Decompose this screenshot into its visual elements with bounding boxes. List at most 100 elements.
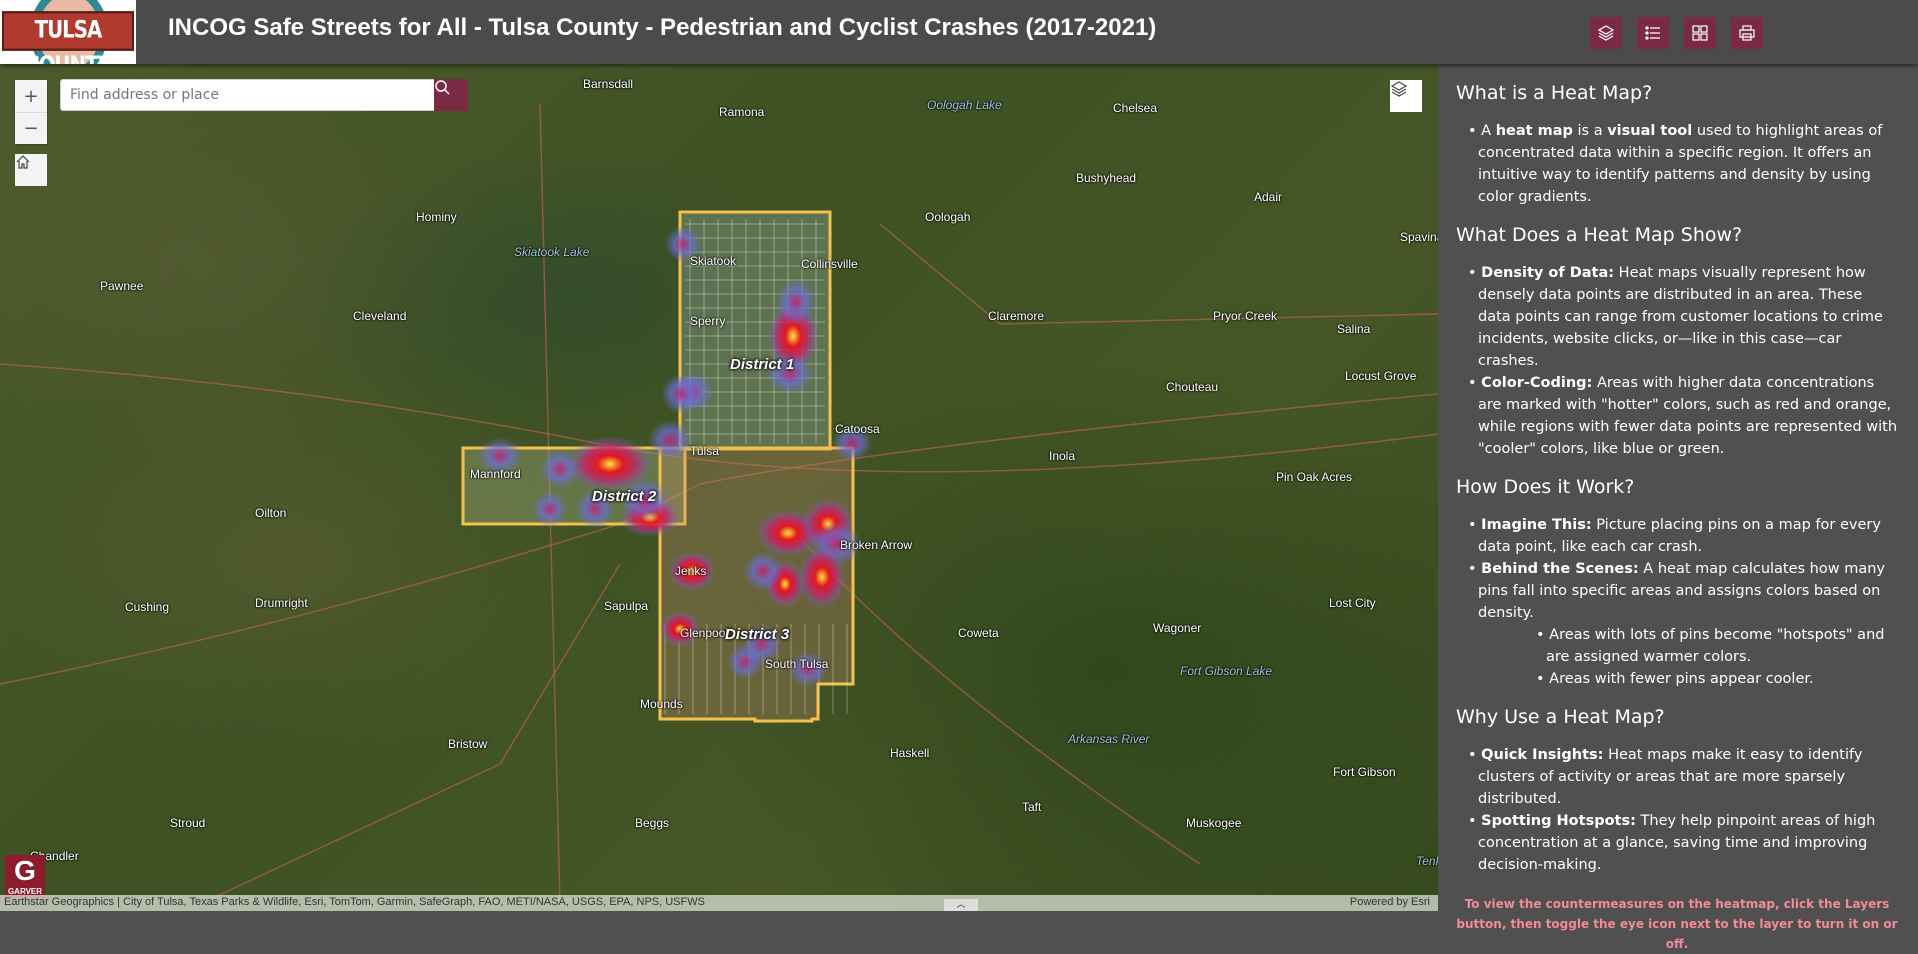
place-label: Broken Arrow bbox=[840, 538, 913, 552]
print-icon bbox=[1739, 25, 1755, 41]
heatmap-hotspot bbox=[532, 491, 568, 527]
basemap-gallery-icon bbox=[1692, 25, 1708, 41]
map-view[interactable]: Barnsdall Ramona Oologah Lake Chelsea Oologa… bbox=[0, 64, 1438, 911]
place-label: Bristow bbox=[448, 737, 488, 751]
heatmap-hotspot bbox=[776, 278, 816, 326]
district-label: District 3 bbox=[725, 626, 790, 643]
place-label: Barnsdall bbox=[583, 77, 634, 91]
map-attribution: Earthstar Geographics | City of Tulsa, T… bbox=[0, 895, 1438, 911]
map-overlay bbox=[0, 103, 1438, 905]
road-line bbox=[699, 393, 1438, 485]
tulsa-county-logo: TULSA COUNTY bbox=[0, 0, 136, 64]
place-label: Chouteau bbox=[1166, 380, 1219, 394]
place-label: Hominy bbox=[416, 210, 457, 224]
search-button[interactable] bbox=[434, 79, 468, 111]
place-label: Sapulpa bbox=[604, 599, 649, 613]
search-icon bbox=[435, 80, 450, 95]
list-item: Quick Insights: Heat maps make it easy t… bbox=[1456, 744, 1898, 810]
place-label: Haskell bbox=[890, 746, 930, 760]
place-label: Jenks bbox=[675, 564, 707, 578]
basemap-gallery-button[interactable] bbox=[1684, 17, 1716, 49]
heatmap-hotspot bbox=[660, 611, 700, 647]
place-label: Oologah Lake bbox=[927, 98, 1002, 112]
heatmap-hotspot bbox=[727, 644, 763, 680]
layers-button[interactable] bbox=[1590, 17, 1622, 49]
place-label: Pryor Creek bbox=[1213, 309, 1278, 323]
layers-icon bbox=[1390, 81, 1408, 97]
legend-list-icon bbox=[1645, 26, 1660, 40]
place-label: Inola bbox=[1049, 449, 1076, 463]
place-label: Tenkiller Ferry Lake bbox=[1416, 854, 1438, 868]
place-label: Claremore bbox=[988, 309, 1045, 323]
home-button[interactable] bbox=[15, 154, 47, 186]
place-label: Beggs bbox=[635, 816, 670, 830]
place-label: Spavinaw bbox=[1400, 230, 1438, 244]
place-label: Pawnee bbox=[100, 279, 144, 293]
place-label: Lost City bbox=[1329, 596, 1376, 610]
zoom-in-button[interactable]: + bbox=[23, 85, 39, 107]
list-item: Behind the Scenes: A heat map calculates… bbox=[1456, 558, 1898, 624]
heatmap-hotspot bbox=[668, 551, 716, 591]
place-label: Cushing bbox=[125, 600, 170, 614]
place-label: Taft bbox=[1022, 800, 1042, 814]
place-label: Sperry bbox=[690, 314, 726, 328]
place-label: Stroud bbox=[170, 816, 206, 830]
app-header: TULSA COUNTY INCOG Safe Streets for All … bbox=[0, 0, 1918, 64]
place-label: Cleveland bbox=[353, 309, 407, 323]
place-label: Ramona bbox=[719, 105, 765, 119]
place-label: Oologah bbox=[925, 210, 971, 224]
place-label: South Tulsa bbox=[765, 657, 829, 671]
list-item: Color-Coding: Areas with higher data con… bbox=[1456, 372, 1898, 460]
section-title: What Does a Heat Map Show? bbox=[1456, 224, 1743, 246]
place-label: Skiatook bbox=[690, 254, 737, 268]
road-line bbox=[199, 563, 621, 905]
heatmap-hotspot bbox=[788, 651, 828, 687]
powered-by-esri[interactable]: Powered by Esri bbox=[1349, 896, 1430, 908]
list-item: Spotting Hotspots: They help pinpoint ar… bbox=[1456, 810, 1898, 876]
place-label: Glenpool bbox=[680, 626, 729, 640]
place-label: Fort Gibson bbox=[1333, 765, 1396, 779]
road-line bbox=[879, 223, 1438, 325]
section-title: Why Use a Heat Map? bbox=[1456, 706, 1665, 728]
heatmap-hotspot bbox=[798, 545, 846, 609]
heatmap-hotspot bbox=[540, 449, 580, 489]
place-label: Skiatook Lake bbox=[514, 245, 590, 259]
heatmap-hotspot bbox=[832, 425, 872, 461]
layers-instruction-note: To view the countermeasures on the heatm… bbox=[1456, 897, 1898, 951]
heatmap-hotspot bbox=[766, 354, 814, 394]
heatmap-hotspot bbox=[621, 478, 669, 522]
sub-list-item: Areas with fewer pins appear cooler. bbox=[1456, 668, 1898, 690]
search-input[interactable] bbox=[70, 87, 400, 103]
sub-list-item: Areas with lots of pins become "hotspots… bbox=[1456, 624, 1898, 668]
place-label: Bushyhead bbox=[1076, 171, 1137, 185]
garver-logo: G GARVER bbox=[5, 855, 45, 899]
place-label: Mounds bbox=[640, 697, 683, 711]
place-label: Arkansas River bbox=[1068, 732, 1150, 746]
place-label: Wagoner bbox=[1153, 621, 1202, 635]
legend-button[interactable] bbox=[1637, 17, 1669, 49]
place-label: Salina bbox=[1337, 322, 1371, 336]
list-item: Density of Data: Heat maps visually repr… bbox=[1456, 262, 1898, 372]
info-panel: What is a Heat Map? A heat map is a visu… bbox=[1438, 64, 1918, 951]
heatmap-hotspot bbox=[566, 436, 654, 492]
place-label: Muskogee bbox=[1186, 816, 1242, 830]
place-label: Mannford bbox=[470, 467, 521, 481]
place-label: Tulsa bbox=[690, 444, 719, 458]
home-icon bbox=[16, 155, 30, 169]
list-item: Imagine This: Picture placing pins on a … bbox=[1456, 514, 1898, 558]
zoom-control: + − bbox=[15, 80, 47, 144]
place-label: Coweta bbox=[958, 626, 999, 640]
place-label: Adair bbox=[1254, 190, 1283, 204]
district-label: District 2 bbox=[592, 488, 657, 505]
print-button[interactable] bbox=[1731, 17, 1763, 49]
map-layers-button[interactable] bbox=[1390, 80, 1422, 112]
place-label: Catoosa bbox=[835, 422, 880, 436]
district-label: District 1 bbox=[730, 356, 795, 373]
logo-text: TULSA COUNTY bbox=[2, 11, 134, 64]
search-box[interactable] bbox=[60, 79, 435, 111]
heatmap-hotspot bbox=[661, 374, 701, 414]
zoom-out-button[interactable]: − bbox=[15, 112, 47, 144]
collapse-attribution-button[interactable]: ︿ bbox=[944, 899, 978, 911]
place-label: Pin Oak Acres bbox=[1276, 470, 1353, 484]
section-title: How Does it Work? bbox=[1456, 476, 1635, 498]
